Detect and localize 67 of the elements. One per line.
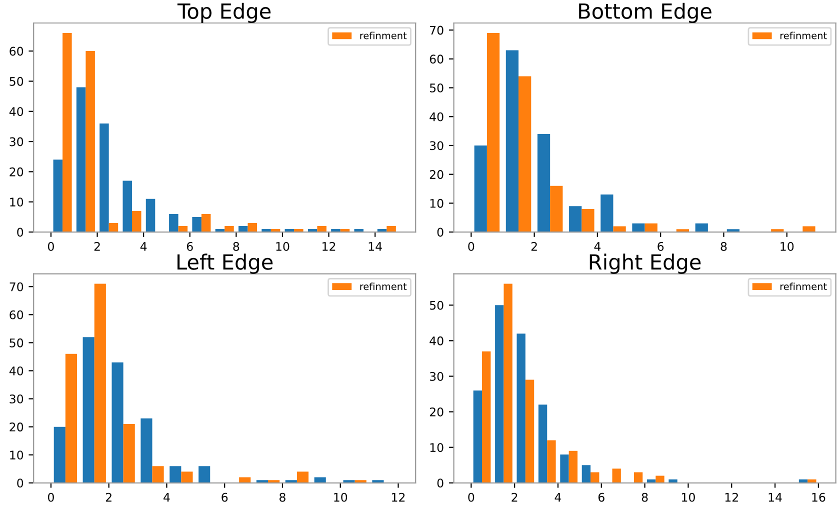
y-tick-label: 0	[437, 478, 444, 488]
x-tick-label: 2	[531, 242, 537, 251]
x-tick-label: 14	[768, 492, 782, 502]
x-tick-label: 12	[725, 492, 738, 502]
x-tick-label: 4	[140, 242, 147, 251]
y-tick-label: 20	[10, 422, 24, 432]
x-tick-label: 6	[598, 492, 604, 502]
x-tick-label: 8	[642, 492, 648, 502]
y-tick-label: 20	[430, 170, 444, 179]
x-tick-label: 14	[368, 242, 382, 251]
y-tick-label: 50	[430, 300, 444, 310]
x-tick-label: 8	[720, 242, 727, 251]
x-tick-label: 8	[280, 492, 286, 502]
legend-label: refinment	[360, 32, 407, 40]
legend-label: refinment	[780, 282, 827, 290]
x-tick-label: 4	[594, 242, 601, 251]
y-tick-label: 70	[10, 282, 24, 292]
x-tick-label: 2	[94, 242, 100, 251]
y-tick-label: 50	[430, 83, 444, 92]
x-tick-label: 2	[512, 492, 518, 502]
chart-title: Top Edge	[177, 2, 271, 23]
y-tick-label: 40	[9, 107, 24, 116]
x-tick-label: 10	[276, 242, 290, 251]
y-tick-label: 40	[9, 366, 24, 376]
y-tick-label: 10	[10, 450, 24, 460]
y-tick-label: 50	[10, 76, 24, 86]
y-tick-label: 20	[430, 408, 444, 416]
x-tick-label: 12	[322, 242, 336, 251]
x-tick-label: 6	[186, 242, 193, 251]
y-tick-label: 60	[430, 54, 444, 64]
y-tick-label: 60	[10, 310, 24, 320]
x-tick-label: 8	[233, 242, 240, 251]
chart-title: Left Edge	[178, 254, 273, 274]
x-tick-label: 0	[48, 242, 54, 251]
x-tick-label: 0	[48, 492, 54, 502]
y-tick-label: 60	[10, 46, 24, 56]
chart-title: Bottom Edge	[579, 2, 712, 23]
x-tick-label: 2	[106, 492, 112, 502]
y-tick-label: 50	[10, 338, 24, 348]
x-tick-label: 6	[222, 492, 228, 502]
x-tick-label: 4	[164, 492, 170, 502]
y-tick-label: 30	[430, 141, 444, 150]
y-tick-label: 0	[17, 228, 24, 237]
y-tick-label: 30	[10, 394, 24, 404]
y-tick-label: 30	[10, 137, 24, 146]
y-tick-label: 10	[430, 198, 444, 208]
x-tick-label: 0	[468, 242, 474, 251]
y-tick-label: 70	[430, 26, 444, 35]
x-tick-label: 12	[392, 492, 405, 502]
x-tick-label: 6	[658, 242, 664, 251]
x-tick-label: 10	[780, 242, 794, 251]
y-tick-label: 40	[430, 336, 444, 346]
y-tick-label: 20	[10, 167, 24, 176]
y-tick-label: 10	[10, 198, 24, 207]
x-tick-label: 10	[682, 492, 695, 502]
y-tick-label: 0	[437, 228, 444, 237]
y-tick-label: 10	[430, 443, 444, 452]
y-tick-label: 0	[17, 478, 24, 488]
chart-title: Right Edge	[590, 254, 701, 274]
x-tick-label: 0	[468, 492, 474, 502]
legend-label: refinment	[360, 282, 407, 290]
y-tick-label: 30	[430, 372, 444, 381]
x-tick-label: 4	[554, 492, 562, 502]
x-tick-label: 16	[812, 492, 826, 502]
y-tick-label: 40	[430, 112, 444, 122]
legend-label: refinment	[780, 32, 827, 40]
x-tick-label: 10	[334, 492, 348, 502]
